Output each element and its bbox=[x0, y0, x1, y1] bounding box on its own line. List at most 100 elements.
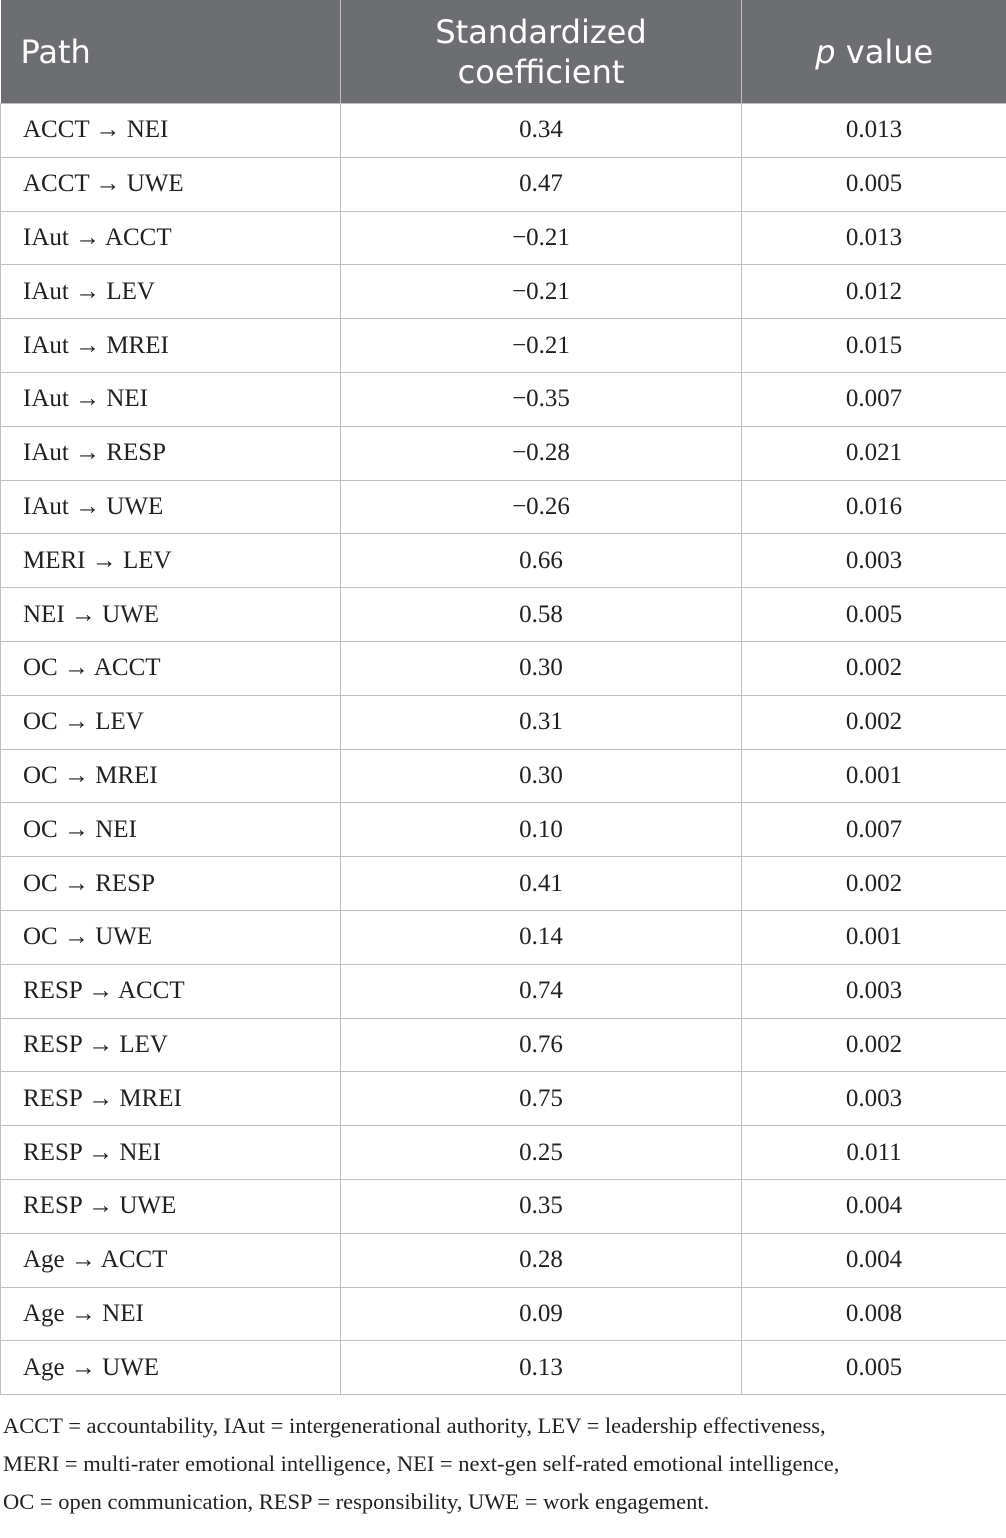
value-cell: −0.28 bbox=[340, 425, 742, 481]
value-cell: −0.21 bbox=[340, 264, 742, 320]
value-cell: 0.012 bbox=[741, 264, 1006, 320]
value-cell: 0.31 bbox=[340, 694, 742, 750]
table-row: RESP → MREI 0.75 0.003 bbox=[0, 1071, 1006, 1127]
table-row: IAut → RESP −0.28 0.021 bbox=[0, 425, 1006, 481]
path-cell: Age → UWE bbox=[0, 1340, 341, 1396]
value-cell: 0.30 bbox=[340, 640, 742, 696]
table-row: ACCT → UWE 0.47 0.005 bbox=[0, 156, 1006, 212]
value-cell: 0.011 bbox=[741, 1125, 1006, 1180]
table-body: ACCT → NEI 0.34 0.013 ACCT → UWE 0.47 0.005 IA… bbox=[0, 103, 1006, 1396]
table-row: ACCT → NEI 0.34 0.013 bbox=[0, 103, 1006, 158]
footnote-line: MERI = multi-rater emotional intelligenc… bbox=[3, 1451, 840, 1477]
results-table: Path Standardized coefficient p value AC… bbox=[0, 0, 1006, 1396]
value-cell: 0.007 bbox=[741, 802, 1006, 858]
table-row: Age → ACCT 0.28 0.004 bbox=[0, 1232, 1006, 1288]
value-cell: 0.021 bbox=[741, 425, 1006, 481]
value-cell: 0.28 bbox=[340, 1232, 742, 1288]
value-cell: 0.005 bbox=[741, 156, 1006, 212]
table-row: OC → ACCT 0.30 0.002 bbox=[0, 640, 1006, 696]
value-cell: 0.013 bbox=[741, 210, 1006, 266]
value-cell: 0.76 bbox=[340, 1017, 742, 1073]
table-row: IAut → LEV −0.21 0.012 bbox=[0, 264, 1006, 320]
value-cell: 0.015 bbox=[741, 318, 1006, 373]
path-cell: RESP → UWE bbox=[0, 1178, 341, 1234]
value-cell: −0.21 bbox=[340, 210, 742, 266]
path-cell: RESP → LEV bbox=[0, 1017, 341, 1073]
path-cell: MERI → LEV bbox=[0, 533, 341, 589]
value-cell: 0.25 bbox=[340, 1125, 742, 1180]
value-cell: 0.005 bbox=[741, 587, 1006, 642]
path-cell: OC → MREI bbox=[0, 748, 341, 804]
value-cell: 0.008 bbox=[741, 1286, 1006, 1342]
value-cell: 0.007 bbox=[741, 371, 1006, 427]
table-row: OC → LEV 0.31 0.002 bbox=[0, 694, 1006, 750]
value-cell: 0.004 bbox=[741, 1232, 1006, 1288]
path-cell: IAut → NEI bbox=[0, 371, 341, 427]
path-cell: OC → LEV bbox=[0, 694, 341, 750]
value-cell: −0.35 bbox=[340, 371, 742, 427]
value-cell: 0.002 bbox=[741, 1017, 1006, 1073]
value-cell: 0.34 bbox=[340, 103, 742, 158]
footnote-line: OC = open communication, RESP = responsi… bbox=[3, 1489, 710, 1515]
path-cell: OC → RESP bbox=[0, 856, 341, 911]
path-cell: OC → UWE bbox=[0, 909, 341, 965]
value-cell: 0.003 bbox=[741, 963, 1006, 1019]
value-cell: 0.66 bbox=[340, 533, 742, 589]
path-cell: RESP → ACCT bbox=[0, 963, 341, 1019]
value-cell: 0.002 bbox=[741, 640, 1006, 696]
path-cell: Age → ACCT bbox=[0, 1232, 341, 1288]
header-cell: Standardized coefficient bbox=[340, 0, 742, 104]
value-cell: 0.003 bbox=[741, 533, 1006, 589]
table-row: OC → NEI 0.10 0.007 bbox=[0, 802, 1006, 858]
footnote: ACCT = accountability, IAut = intergener… bbox=[0, 1395, 1006, 1521]
path-cell: ACCT → UWE bbox=[0, 156, 341, 212]
header-row: Path Standardized coefficient p value bbox=[0, 0, 1006, 104]
value-cell: 0.004 bbox=[741, 1178, 1006, 1234]
value-cell: −0.21 bbox=[340, 318, 742, 373]
value-cell: 0.35 bbox=[340, 1178, 742, 1234]
footnote-line: ACCT = accountability, IAut = intergener… bbox=[3, 1413, 826, 1439]
value-cell: 0.002 bbox=[741, 856, 1006, 911]
header-cell: p value bbox=[741, 0, 1006, 104]
value-cell: 0.003 bbox=[741, 1071, 1006, 1127]
path-cell: NEI → UWE bbox=[0, 587, 341, 642]
value-cell: 0.14 bbox=[340, 909, 742, 965]
path-cell: IAut → ACCT bbox=[0, 210, 341, 266]
value-cell: 0.13 bbox=[340, 1340, 742, 1396]
table-row: OC → RESP 0.41 0.002 bbox=[0, 856, 1006, 911]
table-row: RESP → ACCT 0.74 0.003 bbox=[0, 963, 1006, 1019]
table-row: NEI → UWE 0.58 0.005 bbox=[0, 587, 1006, 642]
value-cell: 0.74 bbox=[340, 963, 742, 1019]
path-cell: ACCT → NEI bbox=[0, 103, 341, 158]
path-cell: OC → ACCT bbox=[0, 640, 341, 696]
table-row: OC → UWE 0.14 0.001 bbox=[0, 909, 1006, 965]
path-cell: OC → NEI bbox=[0, 802, 341, 858]
value-cell: 0.10 bbox=[340, 802, 742, 858]
table-row: IAut → MREI −0.21 0.015 bbox=[0, 318, 1006, 373]
value-cell: 0.005 bbox=[741, 1340, 1006, 1396]
table-row: RESP → NEI 0.25 0.011 bbox=[0, 1125, 1006, 1180]
value-cell: 0.75 bbox=[340, 1071, 742, 1127]
value-cell: 0.30 bbox=[340, 748, 742, 804]
table-row: RESP → UWE 0.35 0.004 bbox=[0, 1178, 1006, 1234]
table-row: IAut → ACCT −0.21 0.013 bbox=[0, 210, 1006, 266]
path-cell: IAut → UWE bbox=[0, 479, 341, 535]
value-cell: 0.001 bbox=[741, 909, 1006, 965]
value-cell: 0.002 bbox=[741, 694, 1006, 750]
table-row: RESP → LEV 0.76 0.002 bbox=[0, 1017, 1006, 1073]
value-cell: 0.58 bbox=[340, 587, 742, 642]
value-cell: 0.47 bbox=[340, 156, 742, 212]
path-cell: IAut → LEV bbox=[0, 264, 341, 320]
path-cell: Age → NEI bbox=[0, 1286, 341, 1342]
table-row: OC → MREI 0.30 0.001 bbox=[0, 748, 1006, 804]
path-cell: RESP → MREI bbox=[0, 1071, 341, 1127]
path-cell: RESP → NEI bbox=[0, 1125, 341, 1180]
table-row: IAut → UWE −0.26 0.016 bbox=[0, 479, 1006, 535]
path-cell: IAut → MREI bbox=[0, 318, 341, 373]
table-row: MERI → LEV 0.66 0.003 bbox=[0, 533, 1006, 589]
table-row: Age → UWE 0.13 0.005 bbox=[0, 1340, 1006, 1396]
table-row: IAut → NEI −0.35 0.007 bbox=[0, 371, 1006, 427]
value-cell: 0.41 bbox=[340, 856, 742, 911]
value-cell: −0.26 bbox=[340, 479, 742, 535]
